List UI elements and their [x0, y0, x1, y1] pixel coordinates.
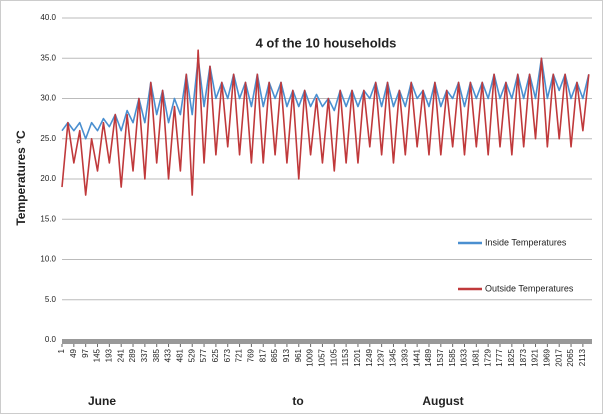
x-tick-label: 2065 [566, 348, 575, 366]
x-tick-label: 961 [294, 348, 303, 362]
x-tick-label: 2113 [578, 348, 587, 366]
y-axis-label: Temperatures °C [14, 130, 28, 226]
x-tick-label: 1921 [531, 348, 540, 366]
x-tick-label: 817 [258, 348, 267, 362]
x-tick-label: 865 [270, 348, 279, 362]
y-tick-label: 0.0 [45, 335, 57, 344]
x-tick-label: 97 [81, 348, 90, 357]
x-tick-label: 1537 [436, 348, 445, 366]
x-tick-label: 577 [199, 348, 208, 362]
x-tick-label: 1201 [353, 348, 362, 366]
period-label: to [292, 394, 303, 408]
y-tick-label: 5.0 [45, 295, 57, 304]
x-tick-label: 1345 [389, 348, 398, 366]
x-tick-label: 1009 [306, 348, 315, 366]
legend-label: Inside Temperatures [485, 237, 567, 247]
x-tick-label: 1153 [341, 348, 350, 366]
x-tick-label: 241 [116, 348, 125, 362]
x-tick-label: 769 [247, 348, 256, 362]
x-tick-label: 625 [211, 348, 220, 362]
line-series [61, 49, 590, 196]
y-tick-label: 30.0 [40, 94, 56, 103]
x-tick-label: 1633 [460, 348, 469, 366]
x-tick-label: 1489 [424, 348, 433, 366]
x-tick-label: 1249 [365, 348, 374, 366]
x-tick-label: 913 [282, 348, 291, 362]
x-tick-label: 433 [164, 348, 173, 362]
x-tick-label: 337 [140, 348, 149, 362]
x-tick-label: 1585 [448, 348, 457, 366]
period-label: June [88, 394, 116, 408]
y-tick-label: 15.0 [40, 214, 56, 223]
x-tick-label: 1105 [329, 348, 338, 366]
x-tick-label: 145 [93, 348, 102, 362]
x-tick-label: 481 [175, 348, 184, 362]
x-tick-label: 1681 [471, 348, 480, 366]
x-tick-label: 529 [187, 348, 196, 362]
x-tick-label: 49 [69, 348, 78, 357]
x-axis-band [62, 339, 592, 344]
y-tick-label: 20.0 [40, 174, 56, 183]
x-tick-label: 1729 [483, 348, 492, 366]
chart-title: 4 of the 10 households [256, 35, 397, 50]
x-tick-label: 193 [104, 348, 113, 362]
x-tick-label: 1969 [542, 348, 551, 366]
x-tick-label: 1297 [377, 348, 386, 366]
x-tick-label: 1873 [519, 348, 528, 366]
x-tick-label: 1393 [400, 348, 409, 366]
y-tick-label: 35.0 [40, 53, 56, 62]
period-label: August [422, 394, 463, 408]
x-tick-label: 673 [223, 348, 232, 362]
legend-label: Outside Temperatures [485, 283, 574, 293]
x-tick-label: 1441 [412, 348, 421, 366]
x-tick-label: 1057 [318, 348, 327, 366]
x-tick-label: 385 [152, 348, 161, 362]
x-tick-label: 289 [128, 348, 137, 362]
x-tick-label: 1 [57, 348, 66, 353]
x-tick-label: 2017 [554, 348, 563, 366]
y-tick-label: 40.0 [40, 13, 56, 22]
y-tick-label: 10.0 [40, 255, 56, 264]
x-tick-label: 1777 [495, 348, 504, 366]
x-tick-label: 1825 [507, 348, 516, 366]
x-tick-label: 721 [235, 348, 244, 362]
y-tick-label: 25.0 [40, 134, 56, 143]
